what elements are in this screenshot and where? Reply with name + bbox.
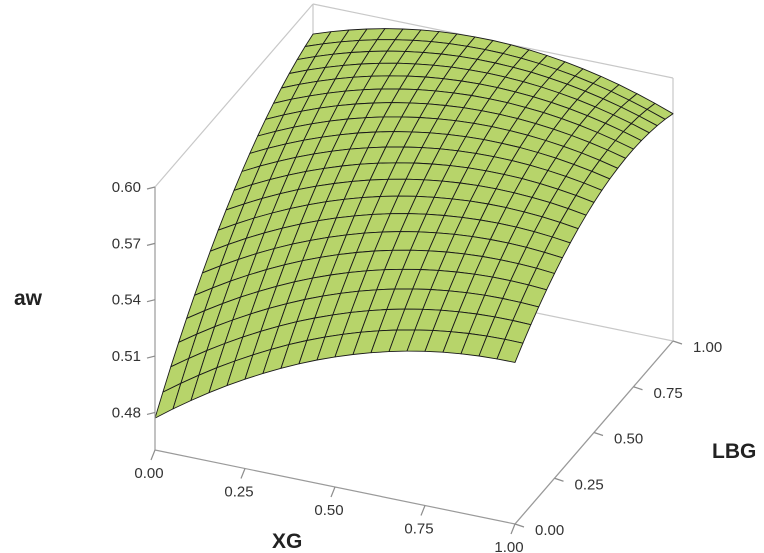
z-tick-label: 0.51 (112, 348, 141, 365)
y-axis-title: LBG (712, 440, 756, 463)
y-tick-label: 1.00 (693, 339, 722, 356)
x-tick (510, 523, 516, 535)
x-tick-label: 0.00 (134, 465, 163, 482)
z-tick (146, 411, 156, 416)
box-edge (154, 3, 314, 188)
x-tick (240, 468, 246, 479)
z-tick-label: 0.57 (112, 235, 141, 252)
x-tick-label: 1.00 (494, 539, 523, 553)
x-tick (420, 505, 426, 516)
z-tick-label: 0.60 (112, 179, 141, 196)
z-tick (146, 186, 156, 190)
y-tick (593, 431, 604, 437)
z-tick-label: 0.48 (112, 404, 141, 421)
z-axis-title: aw (14, 287, 43, 310)
axes (146, 186, 683, 535)
x-tick-label: 0.25 (224, 484, 253, 501)
y-tick-label: 0.75 (654, 385, 683, 402)
y-tick (672, 340, 683, 345)
z-tick (146, 355, 156, 359)
x-tick-label: 0.75 (404, 521, 433, 538)
x-axis-title: XG (272, 530, 302, 553)
z-tick-label: 0.54 (112, 292, 141, 309)
y-tick (514, 523, 525, 528)
z-tick (146, 242, 156, 246)
response-surface (154, 28, 674, 419)
y-tick-label: 0.00 (535, 522, 564, 539)
x-tick (330, 486, 336, 498)
x-tick (150, 449, 156, 461)
z-tick (146, 299, 156, 303)
y-tick-label: 0.50 (614, 431, 643, 448)
y-tick (633, 386, 643, 391)
tick-labels: 0.00 0.25 0.50 0.75 1.00 0.00 0.25 0.50 0.75 1.00… (112, 179, 722, 553)
y-tick-label: 0.25 (575, 476, 604, 493)
surface-cell (496, 338, 524, 363)
x-tick-label: 0.50 (314, 502, 343, 519)
y-tick (554, 477, 564, 482)
